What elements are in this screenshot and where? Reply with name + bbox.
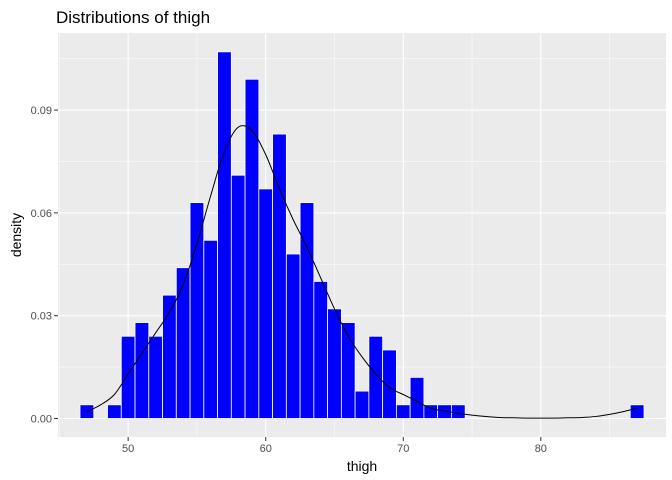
histogram-bar <box>395 404 411 419</box>
histogram-bar <box>629 404 645 419</box>
histogram-bar <box>409 376 425 419</box>
x-axis-ticks: 50 60 70 80 <box>122 437 547 455</box>
x-tick-label: 70 <box>397 443 409 455</box>
histogram-bar <box>354 390 370 419</box>
histogram-bar <box>368 335 384 419</box>
histogram-bar <box>79 404 95 419</box>
histogram-bar <box>148 335 163 419</box>
x-tick-label: 60 <box>260 443 272 455</box>
histogram-bar <box>175 267 191 419</box>
density-curve <box>86 125 638 419</box>
y-tick-label: 0.06 <box>31 208 52 220</box>
histogram-bar <box>189 202 205 419</box>
y-tick-label: 0.03 <box>31 311 52 323</box>
histogram-bar <box>134 322 150 419</box>
histogram-bar <box>162 294 177 419</box>
histogram-bar <box>327 308 342 419</box>
x-tick-label: 80 <box>535 443 547 455</box>
histogram-bar <box>217 51 232 419</box>
histogram-bar <box>423 404 439 419</box>
y-tick-label: 0.00 <box>31 413 52 425</box>
histogram-bar <box>258 188 273 419</box>
x-tick-label: 50 <box>122 443 134 455</box>
histogram-bar <box>107 404 122 419</box>
y-axis-ticks: 0.00 0.03 0.06 0.09 <box>31 105 58 425</box>
x-axis-title: thigh <box>347 458 377 474</box>
histogram-bars <box>79 51 645 419</box>
histogram-bar <box>120 335 136 419</box>
histogram-bar <box>340 322 356 419</box>
histogram-bar <box>285 253 301 419</box>
chart-title: Distributions of thigh <box>56 8 210 27</box>
histogram-bar <box>313 281 329 419</box>
y-tick-label: 0.09 <box>31 105 52 117</box>
y-axis-title: density <box>8 213 24 257</box>
histogram-bar <box>382 349 397 419</box>
histogram-bar <box>230 174 246 419</box>
histogram-bar <box>299 202 315 419</box>
histogram-bar <box>451 404 466 419</box>
histogram-bar <box>203 239 218 419</box>
